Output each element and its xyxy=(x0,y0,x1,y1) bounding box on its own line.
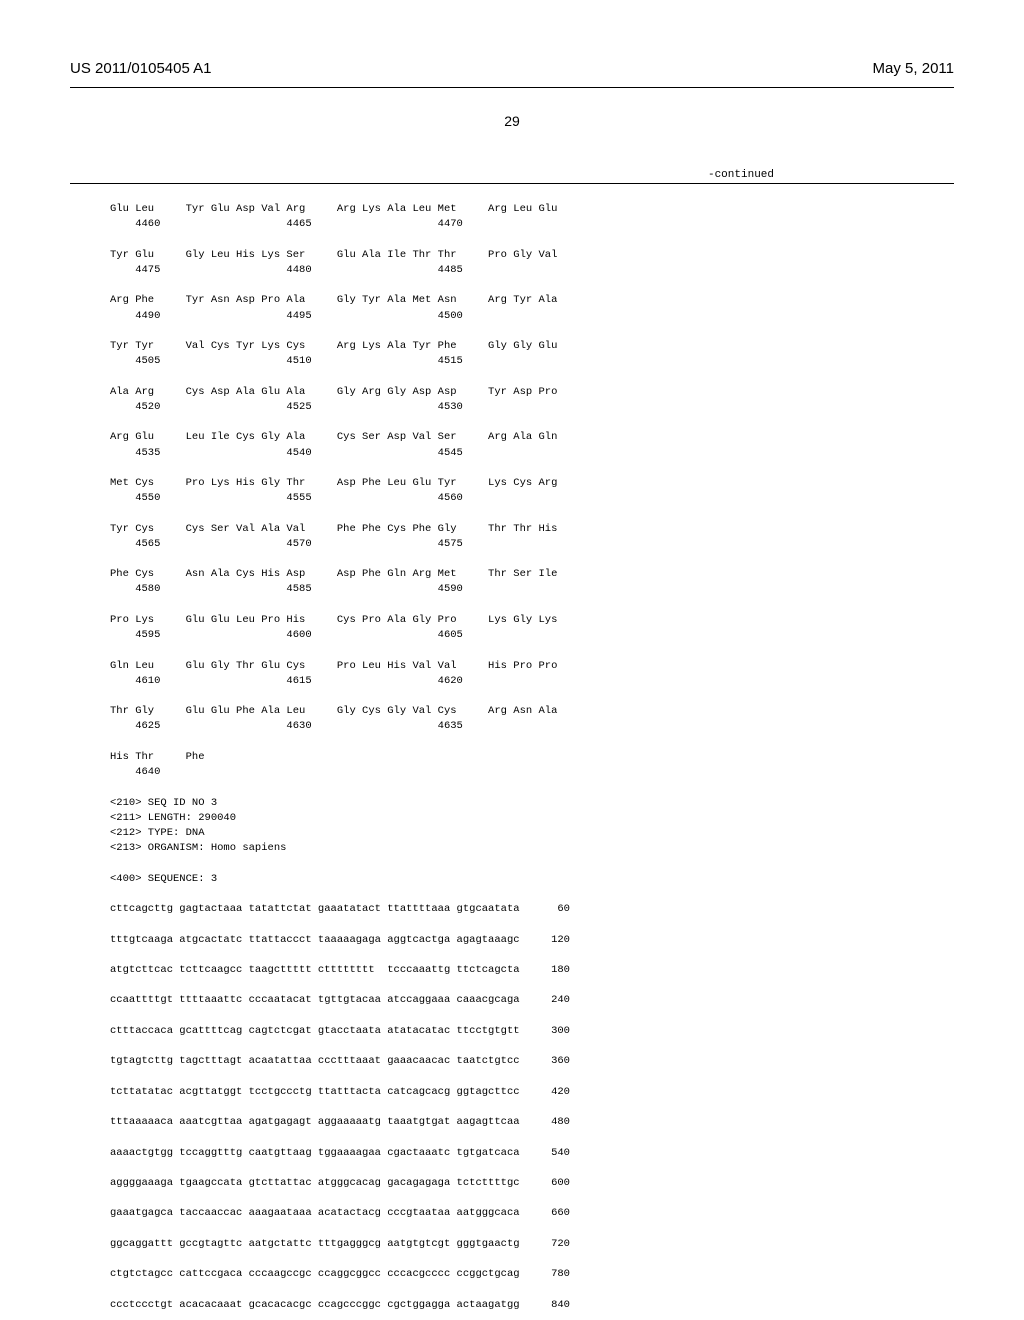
page-number: 29 xyxy=(70,113,954,129)
header-divider xyxy=(70,87,954,88)
continued-label: -continued xyxy=(70,169,954,181)
body-divider xyxy=(70,183,954,184)
publication-number: US 2011/0105405 A1 xyxy=(70,60,212,77)
sequence-listing: Glu Leu Tyr Glu Asp Val Arg Arg Lys Ala … xyxy=(110,202,954,1313)
publication-date: May 5, 2011 xyxy=(873,60,954,77)
